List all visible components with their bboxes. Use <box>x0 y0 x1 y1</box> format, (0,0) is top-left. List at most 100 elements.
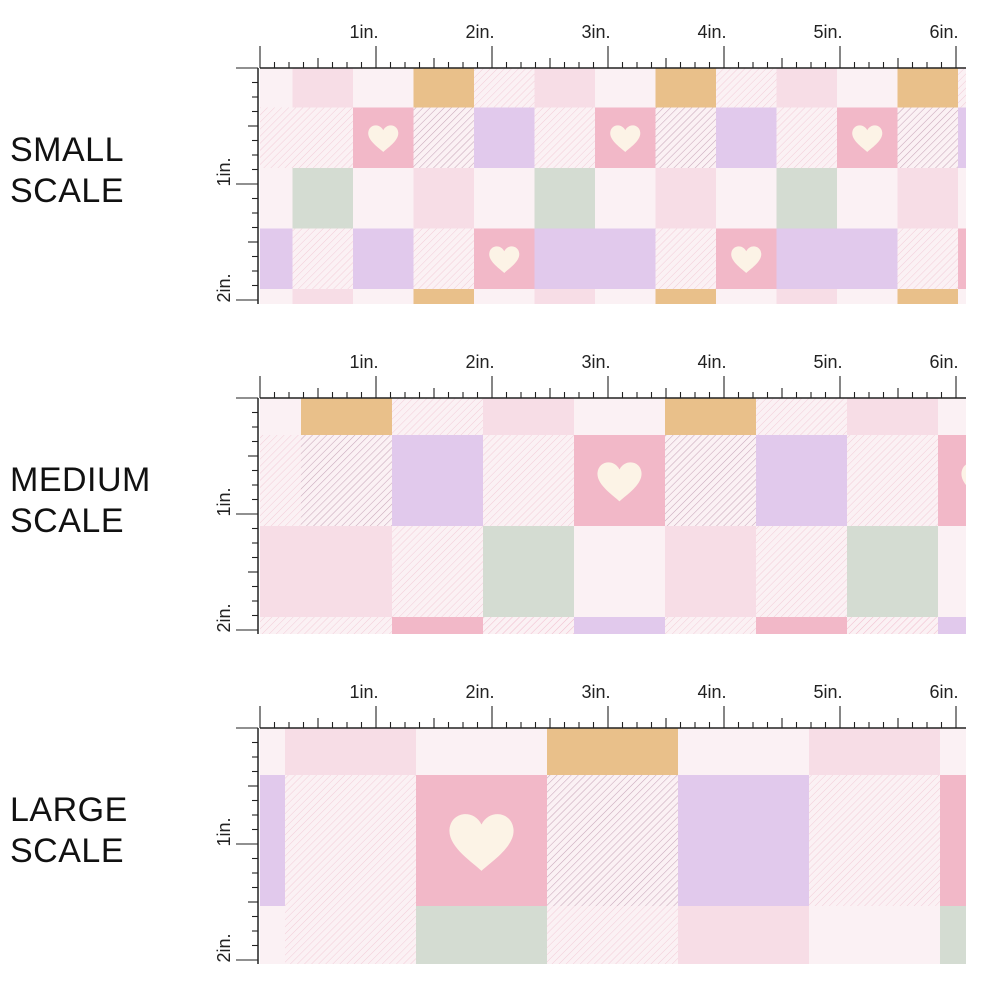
medium-scale-label: MEDIUM SCALE <box>10 460 151 542</box>
swatch-cell <box>534 289 595 304</box>
swatch-cell <box>897 107 958 168</box>
swatch-cell <box>285 775 416 906</box>
swatch-cell <box>534 168 595 229</box>
swatch-grid <box>260 728 966 964</box>
swatch-cell <box>260 906 285 964</box>
ruler-label-h: 5in. <box>813 22 842 42</box>
swatch-cell <box>413 289 474 304</box>
swatch-cell <box>940 728 966 775</box>
swatch-cell <box>413 168 474 229</box>
swatch-cell <box>260 435 301 526</box>
swatch-cell <box>756 435 847 526</box>
swatch-cell <box>292 68 353 108</box>
heart-icon <box>973 246 1000 273</box>
swatch-cell <box>353 289 414 304</box>
swatch-cell <box>292 107 353 168</box>
swatch-cell <box>897 228 958 289</box>
swatch-cell <box>756 398 847 435</box>
swatch-cell <box>260 728 285 775</box>
large-scale-label-line1: LARGE <box>10 791 128 829</box>
swatch-cell <box>716 107 777 168</box>
large-scale-swatch: 1in. 2in. 3in. 4in. 5in. 6in. 1in. 2in. <box>214 682 966 964</box>
swatch-cell <box>655 68 716 108</box>
heart-icon <box>961 464 966 485</box>
ruler-label-h: 6in. <box>929 682 958 702</box>
small-scale-label: SMALL SCALE <box>10 130 124 212</box>
swatch-cell <box>837 68 898 108</box>
swatch-cell <box>678 728 809 775</box>
swatch-cell <box>260 526 301 617</box>
swatch-cell <box>655 107 716 168</box>
swatch-grid <box>260 68 1000 304</box>
swatch-cell <box>897 289 958 304</box>
swatch-cell <box>534 107 595 168</box>
large-scale-label-line2: SCALE <box>10 832 124 870</box>
swatch-cell <box>353 68 414 108</box>
swatch-cell <box>837 289 898 304</box>
swatch-cell <box>716 68 777 108</box>
ruler-label-h: 1in. <box>349 682 378 702</box>
medium-scale-swatch: 1in. 2in. 3in. 4in. 5in. 6in. 1in. 2in. <box>214 352 966 634</box>
swatch-cell <box>776 68 837 108</box>
swatch-cell <box>260 107 293 168</box>
swatch-cell <box>678 906 809 964</box>
swatch-cell <box>413 228 474 289</box>
swatch-cell <box>837 228 898 289</box>
swatch-cell <box>847 398 938 435</box>
swatch-cell <box>665 526 756 617</box>
swatch-cell <box>958 168 966 229</box>
swatch-cell <box>547 728 678 775</box>
small-scale-label-line2: SCALE <box>10 172 124 210</box>
swatch-cell <box>292 168 353 229</box>
ruler-label-h: 2in. <box>465 22 494 42</box>
small-scale-label-line1: SMALL <box>10 131 124 169</box>
swatch-cell <box>474 289 535 304</box>
swatch-cell <box>847 435 938 526</box>
small-scale-swatch: 1in. 2in. 3in. 4in. 5in. 6in. 1in. 2in. <box>214 22 1000 304</box>
ruler: 1in. 2in. 3in. 4in. 5in. 6in. 1in. 2in. <box>214 352 966 634</box>
swatch-cell <box>483 435 574 526</box>
swatch-cell <box>353 168 414 229</box>
ruler-label-h: 4in. <box>697 682 726 702</box>
heart-icon <box>368 125 399 152</box>
swatch-cell <box>260 289 293 304</box>
swatch-cell <box>958 228 966 289</box>
swatch-cell <box>665 617 756 634</box>
swatch-cell <box>837 168 898 229</box>
swatch-cell <box>595 68 656 108</box>
swatch-cell <box>534 228 595 289</box>
ruler-label-h: 4in. <box>697 22 726 42</box>
swatch-cell <box>483 526 574 617</box>
heart-icon <box>597 462 642 502</box>
swatch-cell <box>716 168 777 229</box>
swatch-cell <box>413 68 474 108</box>
swatch-cell <box>958 68 966 108</box>
swatch-cell <box>574 398 665 435</box>
swatch-cell <box>301 435 392 526</box>
ruler-label-h: 5in. <box>813 682 842 702</box>
ruler-label-h: 3in. <box>581 22 610 42</box>
heart-icon <box>489 246 520 273</box>
large-scale-label: LARGE SCALE <box>10 790 128 872</box>
swatch-cell <box>260 617 301 634</box>
swatch-cell <box>940 906 966 964</box>
swatch-cell <box>260 398 301 435</box>
swatch-cell <box>392 526 483 617</box>
swatch-cell <box>474 107 535 168</box>
swatch-cell <box>595 289 656 304</box>
swatch-cell <box>483 398 574 435</box>
swatch-cell <box>474 68 535 108</box>
heart-icon <box>610 125 641 152</box>
swatch-cell <box>474 168 535 229</box>
swatch-cell <box>285 728 416 775</box>
ruler: 1in. 2in. 3in. 4in. 5in. 6in. 1in. 2in. <box>214 22 966 304</box>
swatch-cell <box>958 289 966 304</box>
swatch-cell <box>547 775 678 906</box>
swatch-cell <box>301 617 392 634</box>
swatch-cell <box>285 906 416 964</box>
swatch-cell <box>678 775 809 906</box>
medium-scale-label-line1: MEDIUM <box>10 461 151 499</box>
swatch-cell <box>776 228 837 289</box>
swatch-cell <box>847 526 938 617</box>
swatch-cell <box>416 728 547 775</box>
